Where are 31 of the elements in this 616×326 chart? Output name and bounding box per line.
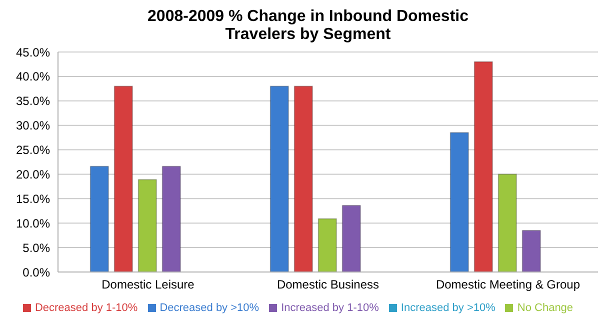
bar	[522, 230, 541, 272]
y-tick-label: 10.0%	[16, 216, 50, 230]
y-tick-label: 25.0%	[16, 143, 50, 158]
y-tick-label: 45.0%	[16, 45, 50, 60]
y-tick-label: 30.0%	[16, 118, 50, 133]
legend-label: No Change	[517, 302, 574, 314]
x-tick-label: Domestic Meeting & Group	[436, 278, 580, 292]
bar	[342, 205, 361, 272]
y-tick-label: 0.0%	[22, 265, 50, 280]
x-tick-label: Domestic Leisure	[102, 278, 195, 292]
x-tick-label: Domestic Business	[276, 278, 380, 292]
y-tick-label: 15.0%	[16, 192, 50, 206]
bar	[450, 132, 469, 272]
bar	[162, 166, 181, 272]
y-tick-label: 40.0%	[16, 70, 50, 84]
bar	[138, 179, 157, 272]
legend-label: Decreased by 1-10%	[34, 302, 138, 314]
legend-label: Decreased by >10%	[160, 302, 260, 314]
bar	[90, 166, 109, 272]
chart-title: 2008-2009 % Change in Inbound Domestic Travelers by Segment	[146, 8, 470, 44]
y-tick-label: 20.0%	[16, 167, 50, 182]
bar	[318, 218, 337, 272]
bar	[270, 86, 289, 272]
bar	[294, 86, 313, 272]
bar	[498, 174, 517, 272]
legend-label: Increased by 1-10%	[281, 302, 379, 314]
bar	[474, 61, 493, 272]
bar	[114, 86, 133, 272]
legend-label: Increased by >10%	[400, 302, 496, 314]
y-tick-label: 35.0%	[16, 94, 50, 108]
y-tick-label: 5.0%	[22, 240, 50, 255]
